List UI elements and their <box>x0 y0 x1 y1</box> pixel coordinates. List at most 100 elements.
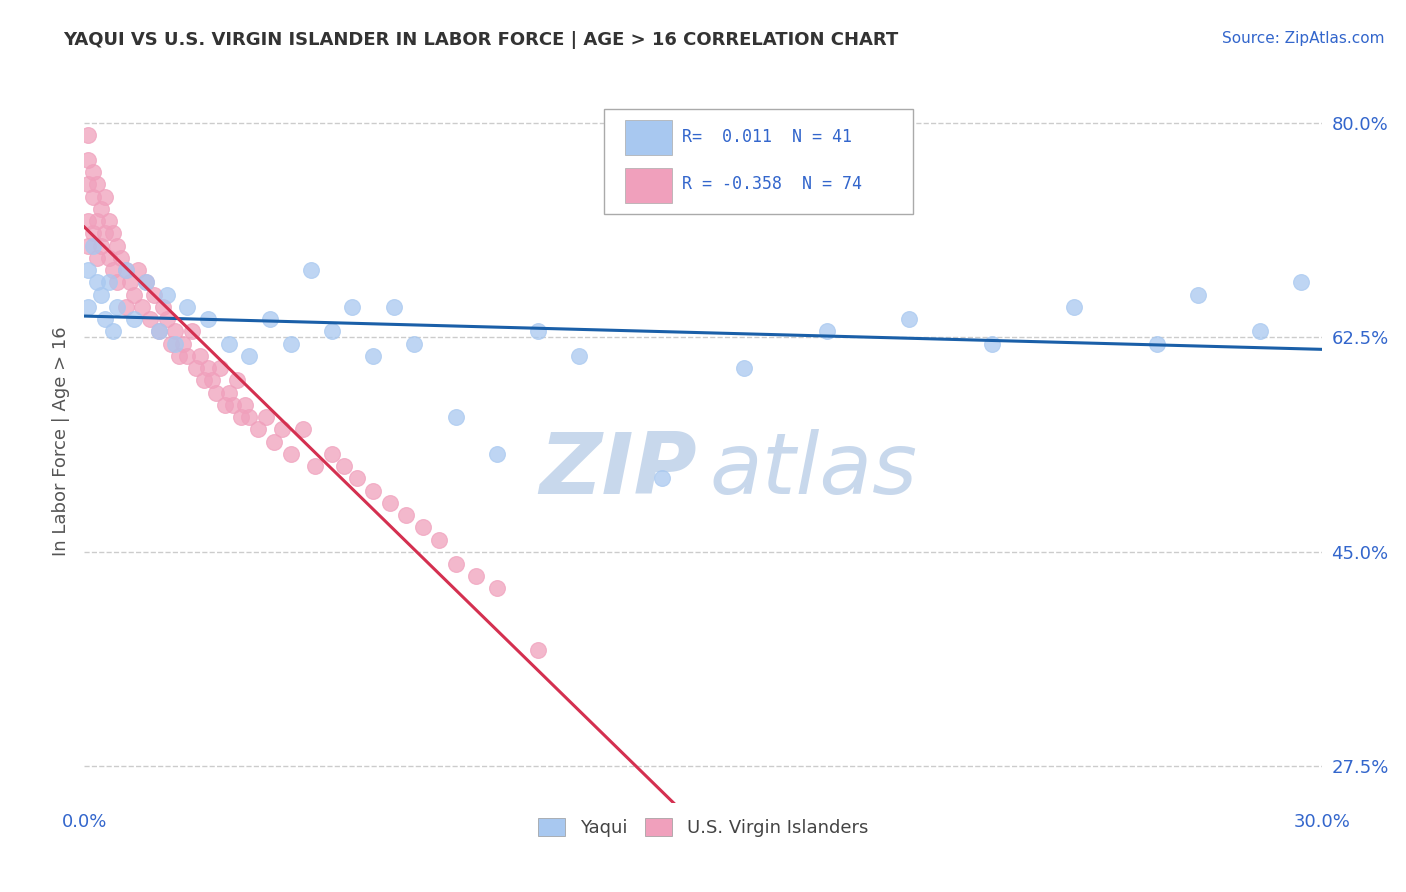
Point <box>299 263 322 277</box>
Point <box>127 263 149 277</box>
FancyBboxPatch shape <box>605 109 914 214</box>
Point <box>1146 336 1168 351</box>
Point <box>280 336 302 351</box>
Point <box>259 312 281 326</box>
Point <box>122 287 145 301</box>
Point <box>156 312 179 326</box>
Point <box>184 361 207 376</box>
Point <box>86 251 108 265</box>
Point <box>180 324 202 338</box>
Point <box>94 312 117 326</box>
Point <box>77 300 100 314</box>
Point <box>98 276 121 290</box>
Point <box>193 373 215 387</box>
Point <box>205 385 228 400</box>
Point <box>105 300 128 314</box>
Point <box>346 471 368 485</box>
Point <box>77 178 100 192</box>
Point <box>233 398 256 412</box>
Point <box>333 458 356 473</box>
Point <box>291 422 314 436</box>
Point <box>815 324 838 338</box>
Point <box>188 349 211 363</box>
Point <box>465 569 488 583</box>
Point <box>304 458 326 473</box>
Point <box>167 349 190 363</box>
Point <box>114 263 136 277</box>
Point <box>238 349 260 363</box>
Point <box>165 324 187 338</box>
Point <box>176 300 198 314</box>
Point <box>280 447 302 461</box>
Point <box>1289 276 1312 290</box>
Point <box>254 410 277 425</box>
Point <box>361 349 384 363</box>
Point <box>226 373 249 387</box>
Point <box>82 189 104 203</box>
Point <box>527 324 550 338</box>
Point <box>86 276 108 290</box>
Point <box>176 349 198 363</box>
Point <box>156 287 179 301</box>
Point <box>378 496 401 510</box>
Point <box>90 238 112 252</box>
Point <box>122 312 145 326</box>
Point <box>342 300 364 314</box>
Point <box>105 276 128 290</box>
Point <box>86 214 108 228</box>
Point <box>172 336 194 351</box>
Point <box>143 287 166 301</box>
Point <box>160 336 183 351</box>
Point <box>485 447 508 461</box>
Point <box>263 434 285 449</box>
Point <box>90 287 112 301</box>
Point <box>568 349 591 363</box>
Point <box>197 361 219 376</box>
Text: YAQUI VS U.S. VIRGIN ISLANDER IN LABOR FORCE | AGE > 16 CORRELATION CHART: YAQUI VS U.S. VIRGIN ISLANDER IN LABOR F… <box>63 31 898 49</box>
Point <box>165 336 187 351</box>
Y-axis label: In Labor Force | Age > 16: In Labor Force | Age > 16 <box>52 326 70 557</box>
Point <box>485 582 508 596</box>
Point <box>135 276 157 290</box>
Point <box>139 312 162 326</box>
Point <box>197 312 219 326</box>
Point <box>395 508 418 522</box>
Point <box>229 410 252 425</box>
Point <box>86 178 108 192</box>
Point <box>148 324 170 338</box>
Point <box>444 557 467 571</box>
Text: Source: ZipAtlas.com: Source: ZipAtlas.com <box>1222 31 1385 46</box>
Point <box>427 533 450 547</box>
Point <box>651 471 673 485</box>
Point <box>131 300 153 314</box>
Point <box>321 447 343 461</box>
Text: R=  0.011  N = 41: R= 0.011 N = 41 <box>682 128 852 145</box>
Point <box>238 410 260 425</box>
Point <box>218 336 240 351</box>
Point <box>271 422 294 436</box>
Point <box>103 324 125 338</box>
Point <box>94 227 117 241</box>
Point <box>209 361 232 376</box>
FancyBboxPatch shape <box>626 120 672 154</box>
Point <box>114 300 136 314</box>
Point <box>90 202 112 216</box>
Point <box>214 398 236 412</box>
Point <box>222 398 245 412</box>
Point <box>110 251 132 265</box>
Point <box>692 851 714 865</box>
Point <box>77 128 100 143</box>
Point <box>152 300 174 314</box>
Point <box>218 385 240 400</box>
Text: ZIP: ZIP <box>538 429 697 512</box>
Legend: Yaqui, U.S. Virgin Islanders: Yaqui, U.S. Virgin Islanders <box>531 811 875 845</box>
FancyBboxPatch shape <box>626 168 672 202</box>
Point <box>98 251 121 265</box>
Point <box>382 300 405 314</box>
Point <box>77 263 100 277</box>
Point <box>246 422 269 436</box>
Point <box>361 483 384 498</box>
Point <box>82 227 104 241</box>
Point <box>1063 300 1085 314</box>
Point <box>898 312 921 326</box>
